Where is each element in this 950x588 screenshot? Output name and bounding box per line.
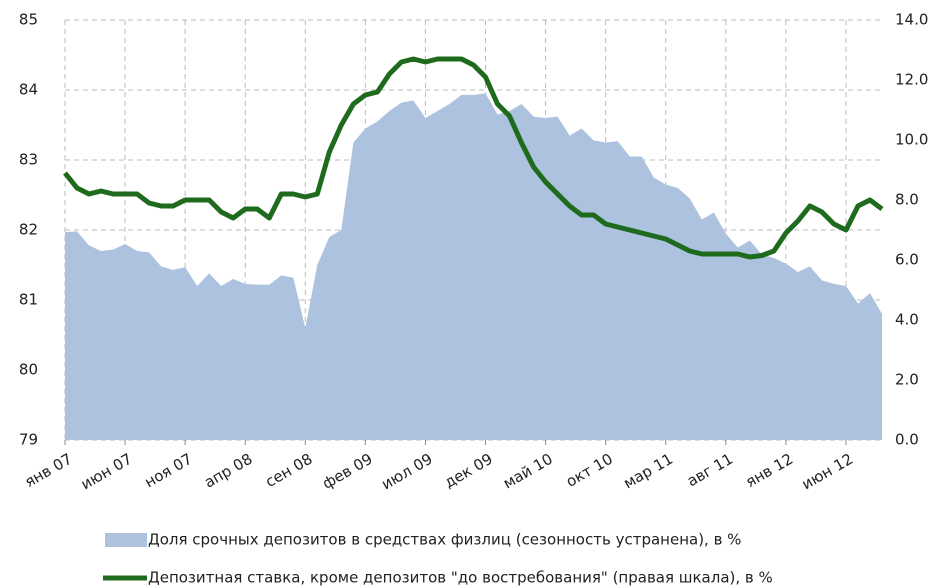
x-tick-label: дек 09	[441, 450, 495, 492]
x-tick-label: июл 09	[378, 450, 435, 494]
line	[63, 56, 884, 260]
y2-tick-label: 2.0	[895, 371, 919, 389]
x-tick-label: фев 09	[319, 450, 375, 493]
y-tick-label: 80	[19, 361, 38, 379]
x-tick-label: июн 12	[799, 450, 857, 494]
x-tick-label: окт 10	[563, 450, 616, 491]
legend-swatch	[105, 533, 147, 547]
y-tick-label: 81	[19, 291, 38, 309]
legend-label: Депозитная ставка, кроме депозитов "до в…	[148, 569, 773, 587]
y-tick-label: 85	[19, 11, 38, 29]
x-tick-label: июн 07	[78, 450, 136, 494]
y-tick-label: 82	[19, 221, 38, 239]
y2-tick-label: 14.0	[895, 11, 928, 29]
x-tick-label: мар 11	[620, 450, 676, 493]
x-tick-label: сен 08	[262, 450, 315, 491]
y2-tick-label: 0.0	[895, 431, 919, 449]
x-tick-label: апр 08	[201, 450, 255, 492]
x-tick-label: авг 11	[684, 450, 736, 490]
x-tick-label: май 10	[500, 450, 556, 493]
x-tick-label: янв 07	[22, 450, 76, 491]
y2-tick-label: 8.0	[895, 191, 919, 209]
y2-tick-label: 10.0	[895, 131, 928, 149]
x-tick-label: янв 12	[743, 450, 797, 491]
y2-tick-label: 12.0	[895, 71, 928, 89]
area	[65, 93, 882, 440]
y2-tick-label: 4.0	[895, 311, 919, 329]
y-tick-label: 84	[19, 81, 38, 99]
legend-label: Доля срочных депозитов в средствах физли…	[148, 531, 741, 549]
x-tick-label: ноя 07	[141, 450, 195, 492]
y-tick-label: 79	[19, 431, 38, 449]
y-tick-label: 83	[19, 151, 38, 169]
y2-tick-label: 6.0	[895, 251, 919, 269]
